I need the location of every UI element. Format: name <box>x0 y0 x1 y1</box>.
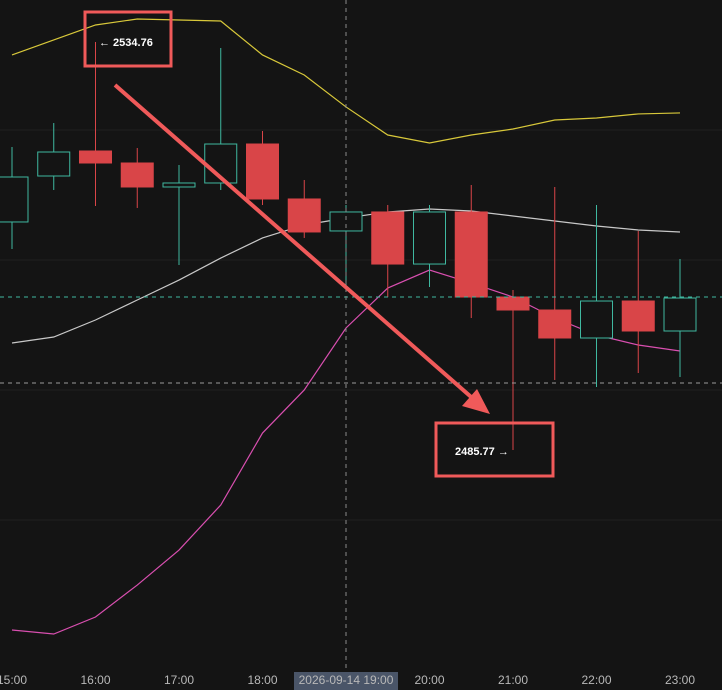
candle-body <box>79 150 112 164</box>
candle-body <box>621 300 655 332</box>
candle-body <box>496 296 530 311</box>
candle-body <box>413 211 446 265</box>
annotation-label: 2485.77 → <box>455 446 509 458</box>
annotation-label: ← 2534.76 <box>99 37 153 49</box>
x-tick-label: 16:00 <box>80 673 110 687</box>
candle-body <box>454 211 488 298</box>
x-tick-label: 20:00 <box>414 673 444 687</box>
candle-body <box>0 176 29 223</box>
candle-body <box>329 211 363 232</box>
candle-body <box>371 211 405 265</box>
candle-body <box>287 198 321 233</box>
candle-body <box>120 162 154 188</box>
candle-body <box>663 297 697 332</box>
crosshair-time-label: 2026-09-14 19:00 <box>299 673 394 687</box>
annotation-box <box>83 10 173 68</box>
plot-area <box>0 18 697 635</box>
arrow-head <box>462 389 490 414</box>
x-tick-label: 15:00 <box>0 673 27 687</box>
annotation-arrow <box>113 83 480 405</box>
annotation-box <box>434 421 555 478</box>
grid <box>0 129 722 521</box>
candle-body <box>162 182 196 188</box>
candle-body <box>246 143 279 200</box>
candle-body <box>580 300 613 339</box>
x-tick-label: 22:00 <box>581 673 611 687</box>
x-tick-label: 21:00 <box>498 673 528 687</box>
candle-body <box>37 151 71 177</box>
x-tick-label: 18:00 <box>247 673 277 687</box>
candle-body <box>538 309 572 339</box>
x-tick-label: 23:00 <box>665 673 695 687</box>
x-axis: 15:00 16:00 17:00 18:00 2026-09-14 19:00 20:0… <box>0 672 695 690</box>
crosshair-label-bg <box>294 672 398 690</box>
x-tick-label: 17:00 <box>164 673 194 687</box>
